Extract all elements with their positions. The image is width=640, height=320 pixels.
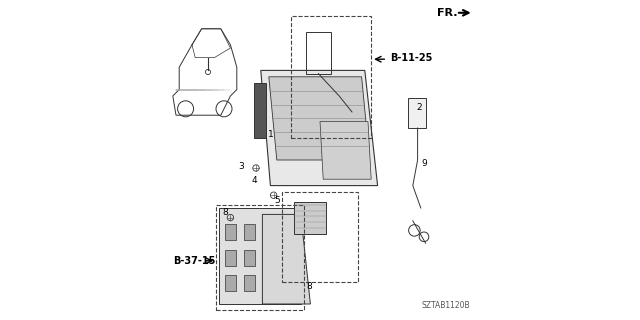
Bar: [244, 275, 255, 291]
Text: 9: 9: [421, 159, 427, 168]
Bar: [225, 275, 236, 291]
Polygon shape: [262, 214, 310, 304]
Polygon shape: [254, 83, 266, 138]
Text: 8: 8: [223, 208, 228, 217]
Bar: [216, 205, 304, 310]
Bar: [294, 202, 326, 234]
Text: FR.: FR.: [437, 8, 458, 18]
Text: SZTAB1120B: SZTAB1120B: [422, 301, 470, 310]
Bar: [291, 16, 371, 138]
Bar: [225, 250, 236, 266]
Polygon shape: [261, 70, 378, 186]
Text: 8: 8: [306, 282, 312, 291]
Bar: [408, 98, 426, 128]
Bar: [282, 192, 358, 282]
Bar: [244, 250, 255, 266]
Text: 2: 2: [417, 103, 422, 112]
Text: 1: 1: [268, 130, 273, 139]
Text: B-37-15: B-37-15: [173, 256, 215, 266]
Polygon shape: [320, 122, 371, 179]
Bar: [244, 224, 255, 240]
Text: 5: 5: [274, 196, 280, 204]
Polygon shape: [269, 77, 370, 160]
Text: 3: 3: [239, 162, 244, 171]
Text: 4: 4: [252, 176, 257, 185]
Polygon shape: [219, 208, 301, 304]
Bar: [225, 224, 236, 240]
Text: B-11-25: B-11-25: [390, 52, 433, 63]
